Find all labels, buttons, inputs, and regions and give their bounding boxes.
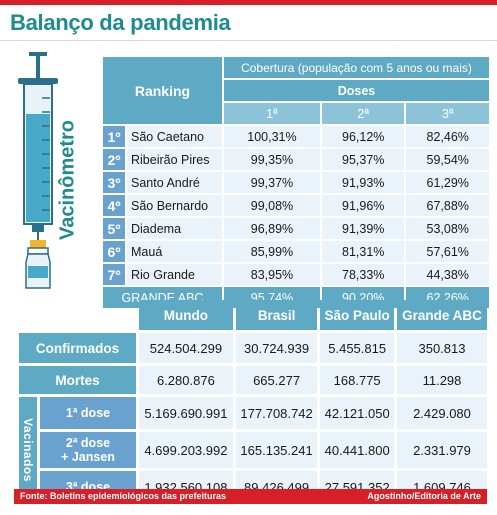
dose2-label: 2ª dose + Jansen [40, 432, 136, 468]
dose-3-value: 67,88% [406, 195, 489, 216]
mortes-label: Mortes [19, 366, 136, 394]
confirmados-sao-paulo: 5.455.815 [320, 333, 394, 363]
confirmados-label: Confirmados [19, 333, 136, 363]
empty-corner [19, 300, 136, 330]
mortes-brasil: 665.277 [235, 366, 318, 394]
dose-3-value: 61,29% [406, 172, 489, 193]
dose-1-value: 100,31% [223, 126, 320, 147]
vacinados-text: Vacinados [21, 418, 35, 482]
dose-2-value: 95,37% [321, 149, 405, 170]
dose-3-value: 44,38% [406, 264, 489, 285]
dose1-row: Vacinados 1ª dose 5.169.690.991 177.708.… [19, 397, 487, 503]
rank-number: 4º [103, 195, 125, 216]
city-name: São Caetano [127, 126, 222, 147]
ranking-row: 7º Rio Grande 83,95% 78,33% 44,38% [103, 264, 489, 285]
ranking-header: Ranking [103, 57, 222, 124]
confirmados-row: Confirmados 524.504.299 30.724.939 5.455… [19, 333, 487, 363]
source-note: Fonte: Boletins epidemiológicos das pref… [20, 491, 227, 501]
dose-1-header: 1ª [223, 103, 320, 124]
dose-2-header: 2ª [321, 103, 405, 124]
city-name: Diadema [127, 218, 222, 239]
ranking-row: 3º Santo André 99,37% 91,93% 61,29% [103, 172, 489, 193]
cases-table: Mundo Brasil São Paulo Grande ABC Confir… [16, 297, 490, 506]
dose2-label-line2: + Jansen [61, 450, 115, 464]
dose-3-value: 57,61% [406, 241, 489, 262]
dose2-grande-abc: 2.331.979 [396, 432, 487, 468]
dose1-sao-paulo: 42.121.050 [320, 397, 394, 429]
col-brasil: Brasil [235, 300, 318, 330]
mortes-grande-abc: 11.298 [396, 366, 487, 394]
city-name: Santo André [127, 172, 222, 193]
dose-1-value: 99,37% [223, 172, 320, 193]
dose-3-value: 53,08% [406, 218, 489, 239]
title-divider [0, 40, 497, 41]
dose-3-value: 82,46% [406, 126, 489, 147]
rank-number: 7º [103, 264, 125, 285]
dose1-mundo: 5.169.690.991 [139, 397, 233, 429]
doses-header: Doses [223, 80, 489, 101]
ranking-row: 6º Mauá 85,99% 81,31% 57,61% [103, 241, 489, 262]
ranking-row: 4º São Bernardo 99,08% 91,96% 67,88% [103, 195, 489, 216]
city-name: Rio Grande [127, 264, 222, 285]
dose1-brasil: 177.708.742 [235, 397, 318, 429]
rank-number: 2º [103, 149, 125, 170]
dose-2-value: 91,96% [321, 195, 405, 216]
col-mundo: Mundo [139, 300, 233, 330]
rank-number: 6º [103, 241, 125, 262]
dose-3-value: 59,54% [406, 149, 489, 170]
dose-1-value: 99,08% [223, 195, 320, 216]
confirmados-mundo: 524.504.299 [139, 333, 233, 363]
dose-1-value: 96,89% [223, 218, 320, 239]
ranking-row: 5º Diadema 96,89% 91,39% 53,08% [103, 218, 489, 239]
dose1-label: 1ª dose [40, 397, 136, 429]
dose-2-value: 78,33% [321, 264, 405, 285]
dose-1-value: 85,99% [223, 241, 320, 262]
dose2-row: 2ª dose + Jansen 4.699.203.992 165.135.2… [19, 432, 487, 468]
credit-note: Agostinho/Editoria de Arte [367, 491, 481, 501]
ranking-row: 1º São Caetano 100,31% 96,12% 82,46% [103, 126, 489, 147]
dose-2-value: 91,93% [321, 172, 405, 193]
dose1-grande-abc: 2.429.080 [396, 397, 487, 429]
dose-2-value: 81,31% [321, 241, 405, 262]
confirmados-grande-abc: 350.813 [396, 333, 487, 363]
ranking-table: Ranking Cobertura (população com 5 anos … [101, 55, 491, 310]
mortes-mundo: 6.280.876 [139, 366, 233, 394]
dose2-mundo: 4.699.203.992 [139, 432, 233, 468]
confirmados-brasil: 30.724.939 [235, 333, 318, 363]
dose-2-value: 96,12% [321, 126, 405, 147]
ranking-row: 2º Ribeirão Pires 99,35% 95,37% 59,54% [103, 149, 489, 170]
dose2-brasil: 165.135.241 [235, 432, 318, 468]
dose2-label-line1: 2ª dose [65, 436, 111, 450]
city-name: Ribeirão Pires [127, 149, 222, 170]
dose-2-value: 91,39% [321, 218, 405, 239]
mortes-sao-paulo: 168.775 [320, 366, 394, 394]
dose-1-value: 99,35% [223, 149, 320, 170]
coverage-header: Cobertura (população com 5 anos ou mais) [223, 57, 489, 78]
vacinometro-text: Vacinômetro [56, 119, 79, 241]
city-name: São Bernardo [127, 195, 222, 216]
syringe-illustration [18, 52, 58, 289]
dose-1-value: 83,95% [223, 264, 320, 285]
mortes-row: Mortes 6.280.876 665.277 168.775 11.298 [19, 366, 487, 394]
top-red-bar [0, 0, 497, 5]
vacinometro-label: Vacinômetro [48, 60, 88, 300]
dose-3-header: 3ª [406, 103, 489, 124]
rank-number: 3º [103, 172, 125, 193]
rank-number: 1º [103, 126, 125, 147]
dose2-sao-paulo: 40.441.800 [320, 432, 394, 468]
footer-bar: Fonte: Boletins epidemiológicos das pref… [14, 489, 487, 504]
vacinados-label: Vacinados [19, 397, 37, 503]
col-grande-abc: Grande ABC [396, 300, 487, 330]
page-title: Balanço da pandemia [10, 10, 231, 35]
city-name: Mauá [127, 241, 222, 262]
rank-number: 5º [103, 218, 125, 239]
col-sao-paulo: São Paulo [320, 300, 394, 330]
